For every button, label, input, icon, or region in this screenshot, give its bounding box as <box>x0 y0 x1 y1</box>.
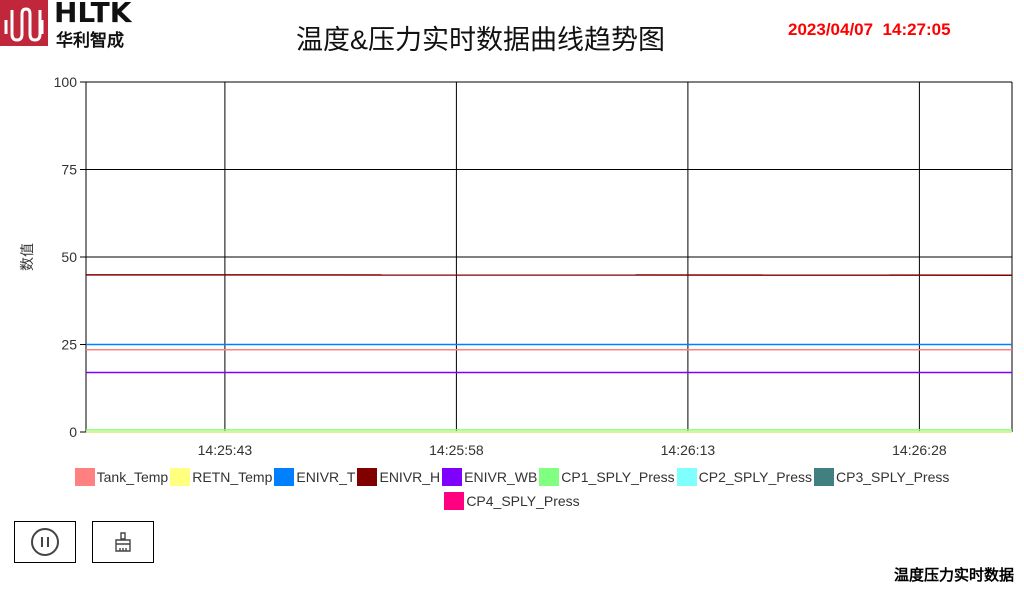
legend-item[interactable]: RETN_Temp <box>170 467 272 487</box>
legend-swatch <box>442 468 463 486</box>
y-tick-label: 25 <box>61 337 77 353</box>
page-title: 温度&压力实时数据曲线趋势图 <box>296 25 666 55</box>
y-tick-label: 75 <box>61 162 77 178</box>
legend-swatch <box>357 468 378 486</box>
y-tick-label: 100 <box>54 74 78 90</box>
x-tick-label: 14:25:43 <box>198 442 253 458</box>
legend-label: CP3_SPLY_Press <box>836 469 950 485</box>
x-tick-label: 14:25:58 <box>429 442 484 458</box>
legend-label: RETN_Temp <box>192 469 273 485</box>
y-tick-label: 50 <box>61 249 77 265</box>
legend-item[interactable]: ENIVR_T <box>274 467 355 487</box>
legend-item[interactable]: CP3_SPLY_Press <box>814 467 949 487</box>
y-tick-label: 0 <box>69 424 77 440</box>
y-axis-label: 数值 <box>19 243 35 271</box>
datetime: 2023/04/07 14:27:05 <box>788 20 951 39</box>
legend-label: CP4_SPLY_Press <box>466 493 580 509</box>
legend-label: CP1_SPLY_Press <box>561 469 675 485</box>
legend-label: ENIVR_WB <box>464 469 538 485</box>
x-tick-label: 14:26:28 <box>892 442 947 458</box>
x-tick-label: 14:26:13 <box>661 442 716 458</box>
legend-item[interactable]: ENIVR_WB <box>442 467 537 487</box>
legend-label: Tank_Temp <box>96 469 169 485</box>
legend-label: CP2_SPLY_Press <box>698 469 813 485</box>
legend-item[interactable]: CP1_SPLY_Press <box>539 467 675 487</box>
legend-swatch <box>274 468 295 486</box>
legend-swatch <box>539 468 560 486</box>
footer-label: 温度压力实时数据 <box>893 567 1014 584</box>
pause-button[interactable] <box>14 521 76 563</box>
legend-swatch <box>676 468 697 486</box>
clear-button[interactable] <box>92 521 154 563</box>
trend-chart: 0 25 50 75 100 14:25:43 14:25:58 14:26:13 14:26:… <box>19 74 1013 458</box>
legend-swatch <box>170 468 191 486</box>
brush-icon <box>115 532 131 552</box>
pause-circle-icon <box>31 528 59 556</box>
legend: Tank_Temp RETN_Temp ENIVR_T ENIVR_H ENIVR_WB… <box>0 467 1024 515</box>
logo-mark <box>0 0 48 46</box>
legend-swatch <box>74 468 95 486</box>
legend-item[interactable]: Tank_Temp <box>74 467 169 487</box>
brand-name: HLTK <box>54 0 132 29</box>
legend-item[interactable]: ENIVR_H <box>357 467 440 487</box>
legend-item[interactable]: CP2_SPLY_Press <box>676 467 813 487</box>
legend-item[interactable]: CP4_SPLY_Press <box>444 491 580 511</box>
brand-name-cn: 华利智成 <box>56 31 124 51</box>
legend-label: ENIVR_T <box>296 469 356 485</box>
legend-swatch <box>444 492 465 510</box>
legend-label: ENIVR_H <box>379 469 441 485</box>
legend-swatch <box>814 468 835 486</box>
